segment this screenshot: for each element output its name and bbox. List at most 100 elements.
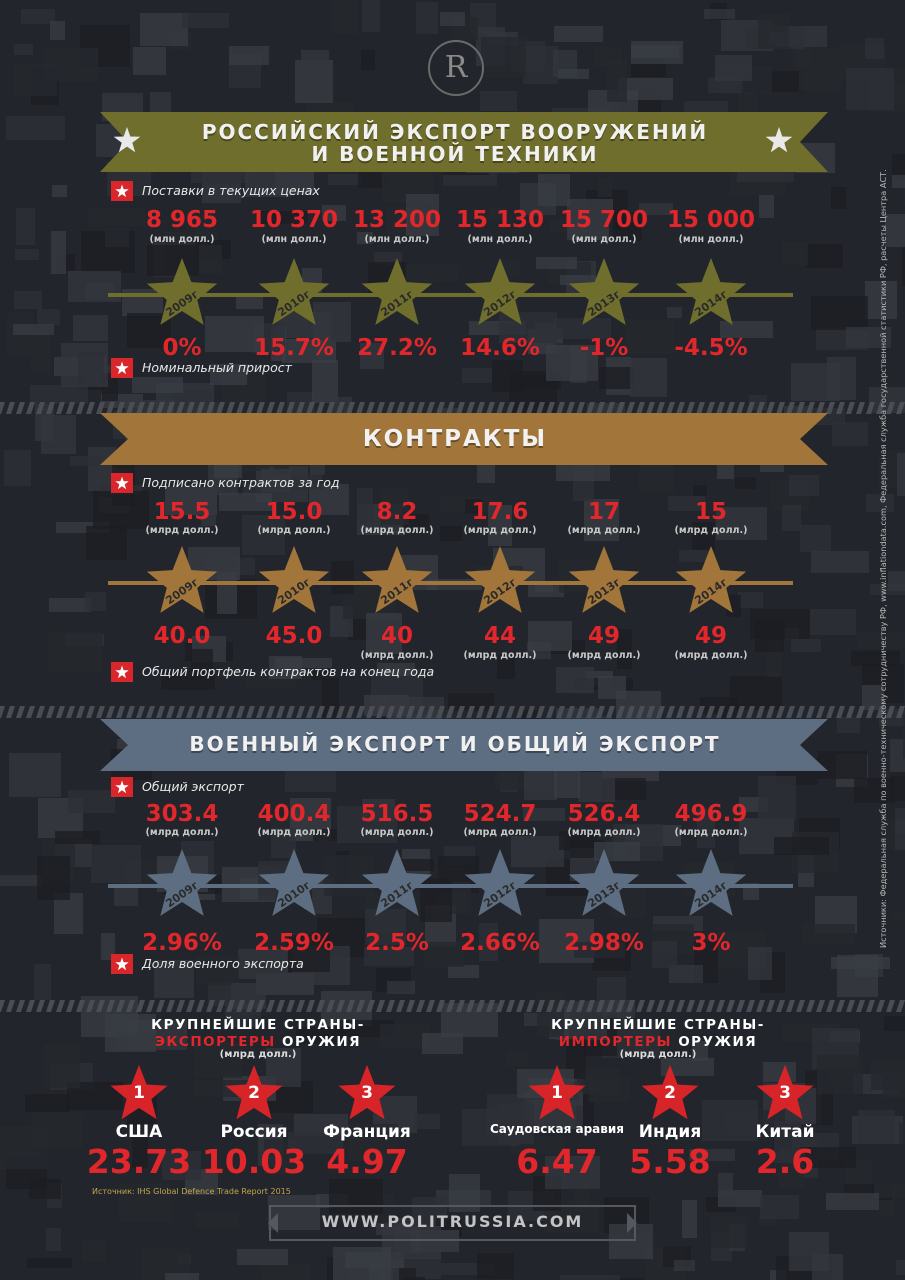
military-year-star (361, 849, 433, 916)
total-export-value: 526.4 (567, 801, 641, 827)
exporters-source: Источник: IHS Global Defence Trade Repor… (92, 1187, 291, 1196)
exporters-unit: (млрд долл.) (219, 1049, 297, 1060)
portfolio-unit: (млрд долл.) (567, 650, 641, 661)
export-growth: 15.7% (254, 335, 334, 361)
export-growth: 27.2% (357, 335, 437, 361)
star-icon (115, 957, 129, 971)
contracts-timeline-line (108, 581, 793, 585)
military-share: 3% (691, 930, 731, 956)
footer-ornament (627, 1213, 637, 1233)
total-export-value: 303.4 (145, 801, 219, 827)
banner-military-export (100, 719, 828, 771)
star-icon (115, 780, 129, 794)
importers-value: 2.6 (755, 1142, 815, 1181)
contracts-unit: (млрд долл.) (567, 525, 641, 536)
contracts-label-bottom: Общий портфель контрактов на конец года (142, 664, 435, 679)
export-label-top: Поставки в текущих ценах (142, 183, 320, 198)
portfolio-value: 45.0 (265, 623, 323, 649)
banner-star-icon (765, 127, 793, 153)
export-year-star (361, 258, 433, 325)
exporters-rank-star (225, 1065, 283, 1120)
divider-stripe (0, 402, 905, 414)
export-year-star (568, 258, 640, 325)
portfolio-value: 44 (483, 623, 516, 649)
portfolio-unit: (млрд долл.) (463, 650, 537, 661)
contracts-value: 15 (694, 499, 727, 525)
exporters-country: США (115, 1122, 163, 1142)
military-label-bottom: Доля военного экспорта (142, 956, 304, 971)
footer-url[interactable]: WWW.POLITRUSSIA.COM (321, 1212, 584, 1231)
export-label-bottom: Номинальный прирост (142, 360, 292, 375)
military-year-label: 2014г (692, 878, 730, 911)
export-value: 15 700 (559, 207, 649, 233)
military-export-title: ВОЕННЫЙ ЭКСПОРТ И ОБЩИЙ ЭКСПОРТ (189, 732, 721, 756)
portfolio-unit: (млрд долл.) (360, 650, 434, 661)
contracts-unit: (млрд долл.) (463, 525, 537, 536)
export-year-label: 2009г (163, 287, 201, 320)
exporters-value: 23.73 (86, 1142, 192, 1181)
total-export-unit: (млрд долл.) (257, 827, 331, 838)
military-year-label: 2012г (481, 878, 519, 911)
importers-value: 5.58 (629, 1142, 711, 1181)
export-year-star (464, 258, 536, 325)
total-export-unit: (млрд долл.) (145, 827, 219, 838)
portfolio-value: 49 (694, 623, 727, 649)
importers-country: Саудовская аравия (490, 1122, 624, 1136)
banner-export (100, 112, 828, 172)
military-timeline-line (108, 884, 793, 888)
export-value: 13 200 (352, 207, 442, 233)
star-icon (115, 361, 129, 375)
contracts-title: КОНТРАКТЫ (362, 426, 548, 452)
export-timeline-line (108, 293, 793, 297)
exporters-title: КРУПНЕЙШИЕ СТРАНЫ- ЭКСПОРТЕРЫ ОРУЖИЯ (151, 1017, 365, 1050)
exporters-rank: 2 (248, 1083, 260, 1103)
export-value: 10 370 (249, 207, 339, 233)
banner-contracts (100, 413, 828, 465)
importers-rank: 3 (779, 1083, 791, 1103)
contracts-year-star (675, 546, 747, 613)
military-year-label: 2009г (163, 878, 201, 911)
total-export-unit: (млрд долл.) (360, 827, 434, 838)
divider-stripe (0, 1000, 905, 1012)
exporters-country: Франция (323, 1122, 411, 1142)
export-year-star (146, 258, 218, 325)
contracts-value: 15.5 (153, 499, 211, 525)
divider-stripe (0, 706, 905, 718)
export-growth: 0% (162, 335, 202, 361)
importers-country: Индия (638, 1122, 702, 1142)
exporters-value: 10.03 (201, 1142, 307, 1181)
importers-rank-star (756, 1065, 814, 1120)
contracts-unit: (млрд долл.) (360, 525, 434, 536)
military-year-star (464, 849, 536, 916)
contracts-year-label: 2010г (275, 575, 313, 608)
export-year-label: 2013г (585, 287, 623, 320)
contracts-year-label: 2014г (692, 575, 730, 608)
military-year-label: 2010г (275, 878, 313, 911)
total-export-unit: (млрд долл.) (674, 827, 748, 838)
contracts-value: 8.2 (376, 499, 418, 525)
contracts-label-top: Подписано контрактов за год (142, 475, 340, 490)
military-year-label: 2011г (378, 878, 416, 911)
contracts-year-label: 2009г (163, 575, 201, 608)
banner-star-icon (113, 127, 141, 153)
export-unit: (млн долл.) (261, 234, 327, 245)
contracts-year-star (464, 546, 536, 613)
export-year-star (675, 258, 747, 325)
importers-rank-star (641, 1065, 699, 1120)
logo[interactable]: R (428, 40, 484, 96)
export-unit: (млн долл.) (678, 234, 744, 245)
export-year-label: 2010г (275, 287, 313, 320)
export-year-label: 2011г (378, 287, 416, 320)
export-year-label: 2012г (481, 287, 519, 320)
export-title-line2: И ВОЕННОЙ ТЕХНИКИ (311, 142, 599, 166)
contracts-year-star (146, 546, 218, 613)
portfolio-unit: (млрд долл.) (674, 650, 748, 661)
military-share: 2.98% (564, 930, 644, 956)
contracts-year-star (361, 546, 433, 613)
export-growth: -4.5% (674, 335, 748, 361)
export-unit: (млн долл.) (149, 234, 215, 245)
contracts-year-label: 2011г (378, 575, 416, 608)
total-export-value: 400.4 (257, 801, 331, 827)
portfolio-value: 40.0 (153, 623, 211, 649)
total-export-value: 516.5 (360, 801, 434, 827)
